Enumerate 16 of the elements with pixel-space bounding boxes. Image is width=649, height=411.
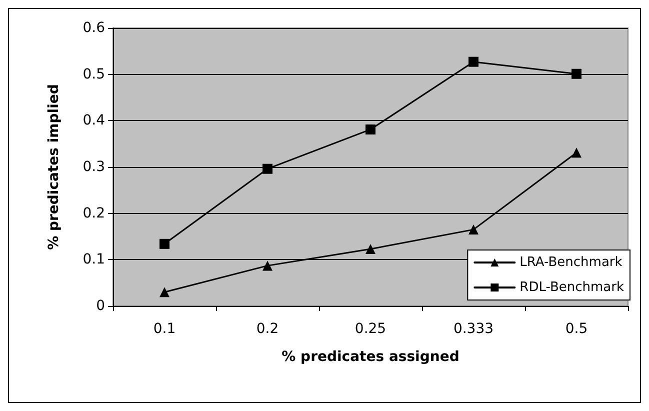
x-tick-label: 0.333 bbox=[453, 321, 494, 337]
y-tick-label: 0.4 bbox=[82, 112, 106, 129]
legend-label: RDL-Benchmark bbox=[520, 280, 624, 295]
x-tick-label: 0.1 bbox=[153, 321, 176, 337]
y-tick-label: 0.3 bbox=[82, 159, 105, 175]
x-tick-label: 0.5 bbox=[565, 321, 588, 337]
y-tick-label: 0 bbox=[96, 298, 105, 314]
y-tick-label: 0.5 bbox=[82, 66, 105, 82]
y-tick-label: 0.1 bbox=[82, 252, 105, 268]
x-tick-label: 0.2 bbox=[256, 321, 279, 337]
y-tick-label: 0.2 bbox=[82, 205, 105, 222]
x-axis-title: % predicates assigned bbox=[282, 349, 460, 365]
x-tick-label: 0.25 bbox=[354, 321, 386, 337]
legend-label: LRA-Benchmark bbox=[520, 255, 623, 270]
y-axis-title: % predicates implied bbox=[46, 84, 62, 250]
y-tick-label: 0.6 bbox=[82, 20, 106, 36]
